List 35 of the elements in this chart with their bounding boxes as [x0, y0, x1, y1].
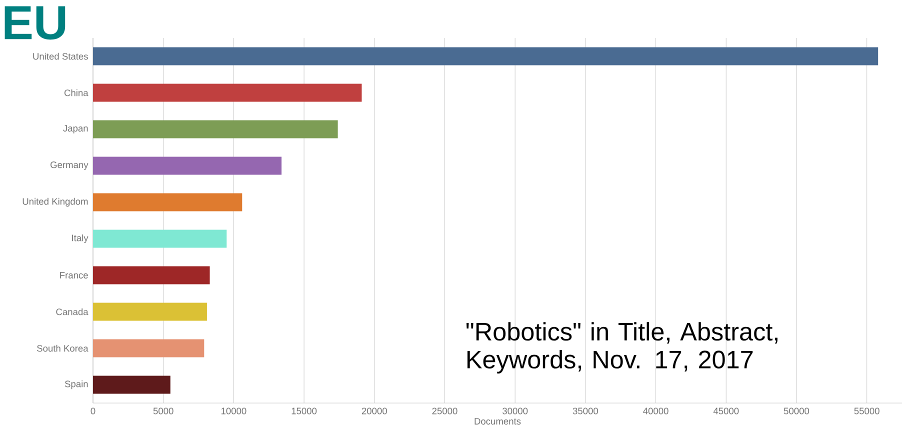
bar	[93, 266, 210, 284]
bar	[93, 230, 227, 248]
y-tick-label: Spain	[64, 380, 88, 390]
x-tick-label: 40000	[643, 408, 668, 414]
y-tick-label: Canada	[56, 308, 88, 316]
y-tick-label: United States	[33, 52, 88, 60]
x-tick-label: 30000	[502, 408, 528, 414]
x-axis-title: Documents	[474, 418, 521, 425]
y-tick-label: France	[60, 272, 88, 278]
x-tick-label: 10000	[221, 408, 246, 414]
bar	[93, 84, 362, 102]
x-tick-label: 50000	[784, 408, 810, 414]
x-tick-label: 20000	[362, 408, 387, 414]
x-tick-label: 45000	[713, 408, 739, 414]
y-tick-label: Japan	[63, 125, 88, 134]
bar	[93, 376, 170, 394]
bar	[93, 156, 282, 175]
y-tick-label: South Korea	[37, 344, 88, 352]
bar	[93, 302, 207, 321]
bar	[93, 193, 242, 212]
x-tick-label: 0	[90, 408, 96, 414]
y-tick-label: China	[64, 89, 88, 96]
x-tick-label: 5000	[153, 408, 174, 414]
y-tick-label: Italy	[72, 234, 88, 244]
y-tick-label: United Kingdom	[22, 198, 88, 207]
x-tick-label: 15000	[292, 408, 317, 414]
bar	[93, 339, 204, 358]
x-tick-label: 35000	[572, 408, 598, 414]
annotation: "Robotics" in Title, Abstract, Keywords, Nov. 17, 2017	[466, 322, 778, 374]
y-tick-label: Germany	[50, 162, 88, 170]
bar	[93, 120, 338, 138]
x-tick-label: 55000	[854, 408, 880, 414]
chart-title: EU	[4, 6, 66, 40]
bar	[93, 47, 878, 66]
x-tick-label: 25000	[432, 408, 458, 414]
